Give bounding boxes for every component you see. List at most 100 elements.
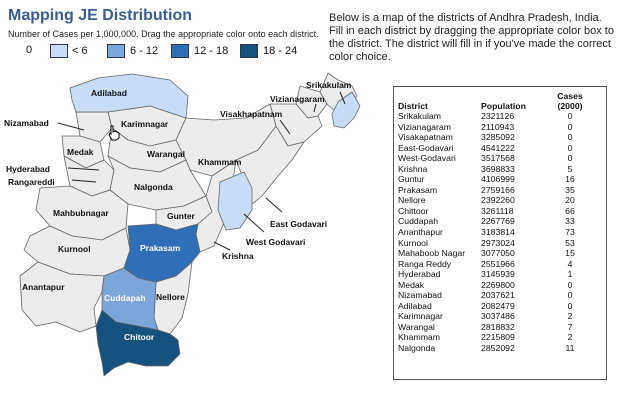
page-title: Mapping JE Distribution (8, 7, 192, 24)
label-east-godavari: East Godavari (270, 219, 327, 229)
cell-cases: 33 (565, 216, 575, 227)
cell-population: 3517568 (481, 153, 515, 164)
cell-district: Mahaboob Nagar (398, 248, 466, 259)
visakhapatnam-leader-line (279, 119, 291, 135)
cell-population: 3285092 (481, 132, 515, 143)
cell-cases: 0 (567, 132, 573, 143)
district-table: District Population Cases (2000) Srikaku… (398, 91, 593, 354)
table-row: Srikakulam 2321126 0 (398, 111, 593, 122)
cell-population: 2110943 (481, 121, 515, 132)
cell-district: Srikakulam (398, 111, 441, 121)
cell-population: 2267769 (481, 216, 515, 227)
cell-population: 3261118 (481, 205, 514, 216)
table-row: Hyderabad 3145939 1 (398, 269, 593, 280)
label-nellore: Nellore (156, 292, 185, 302)
cell-cases: 15 (565, 248, 575, 259)
cell-cases: 20 (565, 195, 575, 206)
swatch-6-12[interactable] (107, 44, 125, 58)
cell-cases: 35 (565, 184, 575, 195)
cell-cases: 0 (567, 111, 573, 121)
cell-cases: 1 (567, 269, 573, 280)
cell-district: Medak (398, 279, 425, 290)
table-row: Khammam 2215809 2 (398, 332, 593, 343)
cell-population: 3183814 (481, 227, 515, 238)
label-nizamabad: Nizamabad (4, 118, 49, 128)
hyderabad-leader-line (67, 167, 100, 171)
table-row: Visakapatnam 3285092 0 (398, 132, 593, 143)
swatch-18-24[interactable] (240, 44, 258, 58)
label-mahbubnagar: Mahbubnagar (53, 208, 109, 218)
cell-population: 2759166 (481, 184, 515, 195)
cell-cases: 4 (567, 258, 573, 269)
table-row: Cuddapah 2267769 33 (398, 216, 593, 227)
district-adilabad[interactable] (69, 73, 189, 119)
label-karimnagar: Karimnagar (121, 119, 169, 129)
table-row: Chittoor 3261118 66 (398, 206, 593, 217)
srikakulam-leader-line (339, 91, 346, 105)
col-header-cases: Cases (2000) (547, 91, 593, 111)
col-header-population: Population (481, 101, 526, 111)
label-cuddapah: Cuddapah (104, 293, 146, 303)
cell-district: Krishna (398, 163, 428, 174)
cell-population: 4106999 (481, 174, 515, 185)
nizamabad-leader-line (57, 122, 85, 131)
instructions-text: Below is a map of the districts of Andhr… (329, 12, 614, 63)
label-visakhapatnam: Visakhapatnam (220, 109, 283, 119)
cell-population: 2321126 (481, 111, 515, 121)
label-prakasam: Prakasam (140, 243, 181, 253)
cell-population: 2037621 (481, 290, 515, 301)
cell-district: Visakapatnam (398, 132, 453, 143)
cell-cases: 0 (567, 279, 573, 290)
table-row: Ananthapur 3183814 73 (398, 227, 593, 238)
cell-cases: 53 (565, 237, 575, 248)
cell-district: Guntur (398, 174, 425, 185)
district-chitoor[interactable] (95, 309, 181, 377)
legend-lt6-label: < 6 (72, 45, 88, 57)
cell-population: 2551966 (481, 258, 515, 269)
label-srikakulam: Srikakulam (306, 80, 352, 90)
cell-cases: 0 (567, 300, 573, 311)
cell-district: Adilabad (398, 300, 432, 311)
label-nalgonda: Nalgonda (134, 182, 173, 192)
col-header-cases-label: Cases (557, 91, 583, 101)
label-gunter: Gunter (167, 211, 196, 221)
legend-18-24-label: 18 - 24 (263, 45, 298, 57)
label-west-godavari: West Godavari (246, 237, 305, 247)
legend-6-12-label: 6 - 12 (130, 45, 159, 57)
table-row: Warangal 2818832 7 (398, 322, 593, 333)
cell-district: Khammam (398, 332, 440, 343)
col-header-district: District (398, 101, 428, 111)
label-vizianagaram: Vizianagaram (270, 94, 325, 104)
legend-zero-label: 0 (26, 44, 33, 56)
table-row: Mahaboob Nagar 3077050 15 (398, 248, 593, 259)
table-row: Krishna 3698833 5 (398, 164, 593, 175)
cell-population: 2215809 (481, 332, 515, 343)
table-row: Medak 2269800 0 (398, 280, 593, 291)
table-row: Vizianagaram 2110943 0 (398, 122, 593, 133)
swatch-lt6[interactable] (50, 44, 68, 58)
cell-population: 2973024 (481, 237, 515, 248)
east-godavari-leader-line (265, 197, 283, 213)
cell-cases: 5 (567, 163, 573, 174)
legend-12-18-label: 12 - 18 (194, 45, 229, 57)
cell-cases: 16 (565, 174, 575, 185)
cell-district: Nalgonda (398, 343, 436, 354)
cell-cases: 73 (565, 227, 575, 238)
label-rangareddi: Rangareddi (8, 177, 55, 187)
label-khammam: Khammam (198, 157, 242, 167)
cell-district: Ranga Reddy (398, 258, 452, 269)
cell-cases: 2 (567, 311, 573, 322)
table-row: Ranga Reddy 2551966 4 (398, 259, 593, 270)
cell-population: 3698833 (481, 163, 515, 174)
cell-district: Ananthapur (398, 227, 443, 238)
district-west-godavari[interactable] (217, 171, 253, 231)
cell-district: East-Godavari (398, 142, 454, 153)
label-krishna: Krishna (222, 251, 254, 261)
district-anantapur[interactable] (19, 261, 105, 333)
cell-cases: 0 (567, 121, 573, 132)
table-row: Kurnool 2973024 53 (398, 238, 593, 249)
swatch-12-18[interactable] (171, 44, 189, 58)
district-srikakulam-fill[interactable] (331, 91, 361, 129)
cell-population: 2082479 (481, 300, 515, 311)
district-khammam[interactable] (175, 103, 277, 177)
